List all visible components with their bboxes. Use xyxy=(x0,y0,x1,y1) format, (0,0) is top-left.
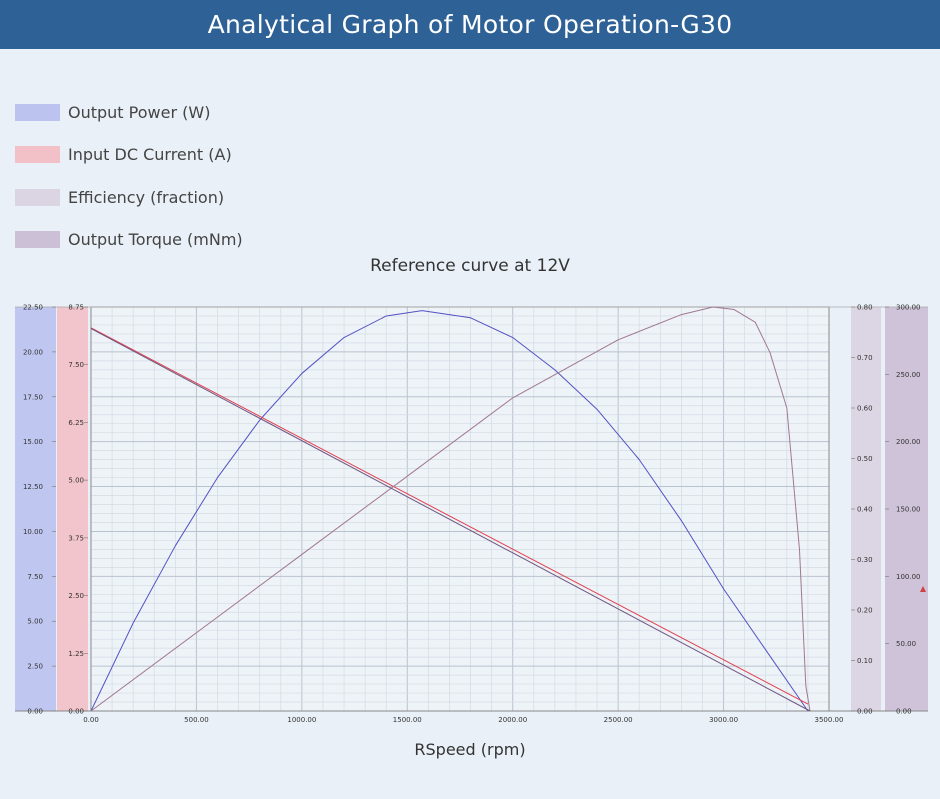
series-line-efficiency xyxy=(90,306,811,712)
x-tick-label: 3000.00 xyxy=(709,716,738,724)
y-tick-label-power: 17.50 xyxy=(23,393,43,401)
y-tick-label-efficiency: 0.80 xyxy=(857,304,873,312)
axis-band-current xyxy=(57,307,88,711)
y-tick-label-efficiency: 0.60 xyxy=(857,405,873,413)
y-tick-label-efficiency: 0.70 xyxy=(857,354,873,362)
y-tick-label-efficiency: 0.00 xyxy=(857,708,873,716)
x-tick-label: 1500.00 xyxy=(393,716,422,724)
plot-area xyxy=(91,307,829,711)
axis-band-efficiency xyxy=(851,307,881,711)
y-tick-label-power: 12.50 xyxy=(23,483,43,491)
y-tick-label-torque: 100.00 xyxy=(896,573,921,581)
x-tick-label: 0.00 xyxy=(83,716,99,724)
y-tick-label-torque: 250.00 xyxy=(896,371,921,379)
y-tick-label-power: 7.50 xyxy=(27,573,43,581)
x-axis-label: RSpeed (rpm) xyxy=(414,740,526,759)
y-tick-label-torque: 50.00 xyxy=(896,640,916,648)
axis-band-power xyxy=(15,307,56,711)
y-tick-label-current: 8.75 xyxy=(68,304,84,312)
scale-marker-icon xyxy=(920,586,926,592)
y-tick-label-efficiency: 0.40 xyxy=(857,506,873,514)
y-tick-label-torque: 200.00 xyxy=(896,438,921,446)
y-tick-label-power: 20.00 xyxy=(23,348,43,356)
series-line-current xyxy=(90,327,809,705)
x-tick-label: 3500.00 xyxy=(815,716,844,724)
legend-label-output-torque: Output Torque (mNm) xyxy=(68,229,243,249)
y-tick-label-power: 15.00 xyxy=(23,438,43,446)
y-tick-label-power: 2.50 xyxy=(27,663,43,671)
y-tick-label-efficiency: 0.30 xyxy=(857,556,873,564)
y-tick-label-power: 5.00 xyxy=(27,618,43,626)
legend-item-efficiency: Efficiency (fraction) xyxy=(15,185,224,209)
y-tick-label-current: 3.75 xyxy=(68,534,84,542)
legend-label-efficiency: Efficiency (fraction) xyxy=(68,187,225,207)
y-tick-label-torque: 0.00 xyxy=(896,708,912,716)
motor-chart: 0.00 2.50 5.00 7.50 10.00 12.50 15.00 17.50 20.0… xyxy=(15,304,928,724)
y-tick-label-current: 1.25 xyxy=(68,650,84,658)
y-tick-label-current: 0.00 xyxy=(68,708,84,716)
series-line-power xyxy=(90,310,809,712)
page-header: Analytical Graph of Motor Operation-G30 xyxy=(0,0,940,49)
y-tick-label-current: 7.50 xyxy=(68,361,84,369)
axis-band-torque xyxy=(885,307,928,711)
y-tick-label-power: 10.00 xyxy=(23,528,43,536)
series-line-torque xyxy=(90,328,811,712)
y-tick-label-efficiency: 0.10 xyxy=(857,657,873,665)
legend-swatch-efficiency xyxy=(15,188,60,206)
legend-swatch-input-current xyxy=(15,145,60,163)
y-tick-label-current: 2.50 xyxy=(68,592,84,600)
y-tick-label-torque: 150.00 xyxy=(896,506,921,514)
y-tick-label-torque: 300.00 xyxy=(896,304,921,312)
page-title: Analytical Graph of Motor Operation-G30 xyxy=(207,10,733,39)
y-tick-label-power: 22.50 xyxy=(23,304,43,312)
chart-title: Reference curve at 12V xyxy=(370,256,570,276)
legend-swatch-output-torque xyxy=(15,230,60,248)
legend-label-output-power: Output Power (W) xyxy=(68,102,211,122)
legend-item-input-current: Input DC Current (A) xyxy=(15,142,232,166)
legend-item-output-torque: Output Torque (mNm) xyxy=(15,227,243,251)
y-tick-label-efficiency: 0.20 xyxy=(857,607,873,615)
x-tick-label: 2500.00 xyxy=(604,716,633,724)
legend-swatch-output-power xyxy=(15,103,60,121)
y-tick-label-current: 5.00 xyxy=(68,477,84,485)
x-tick-label: 2000.00 xyxy=(498,716,527,724)
x-tick-label: 500.00 xyxy=(184,716,209,724)
legend-label-input-current: Input DC Current (A) xyxy=(68,144,232,164)
y-tick-label-current: 6.25 xyxy=(68,419,84,427)
legend-item-output-power: Output Power (W) xyxy=(15,100,210,124)
y-tick-label-efficiency: 0.50 xyxy=(857,455,873,463)
y-tick-label-power: 0.00 xyxy=(27,708,43,716)
x-tick-label: 1000.00 xyxy=(287,716,316,724)
